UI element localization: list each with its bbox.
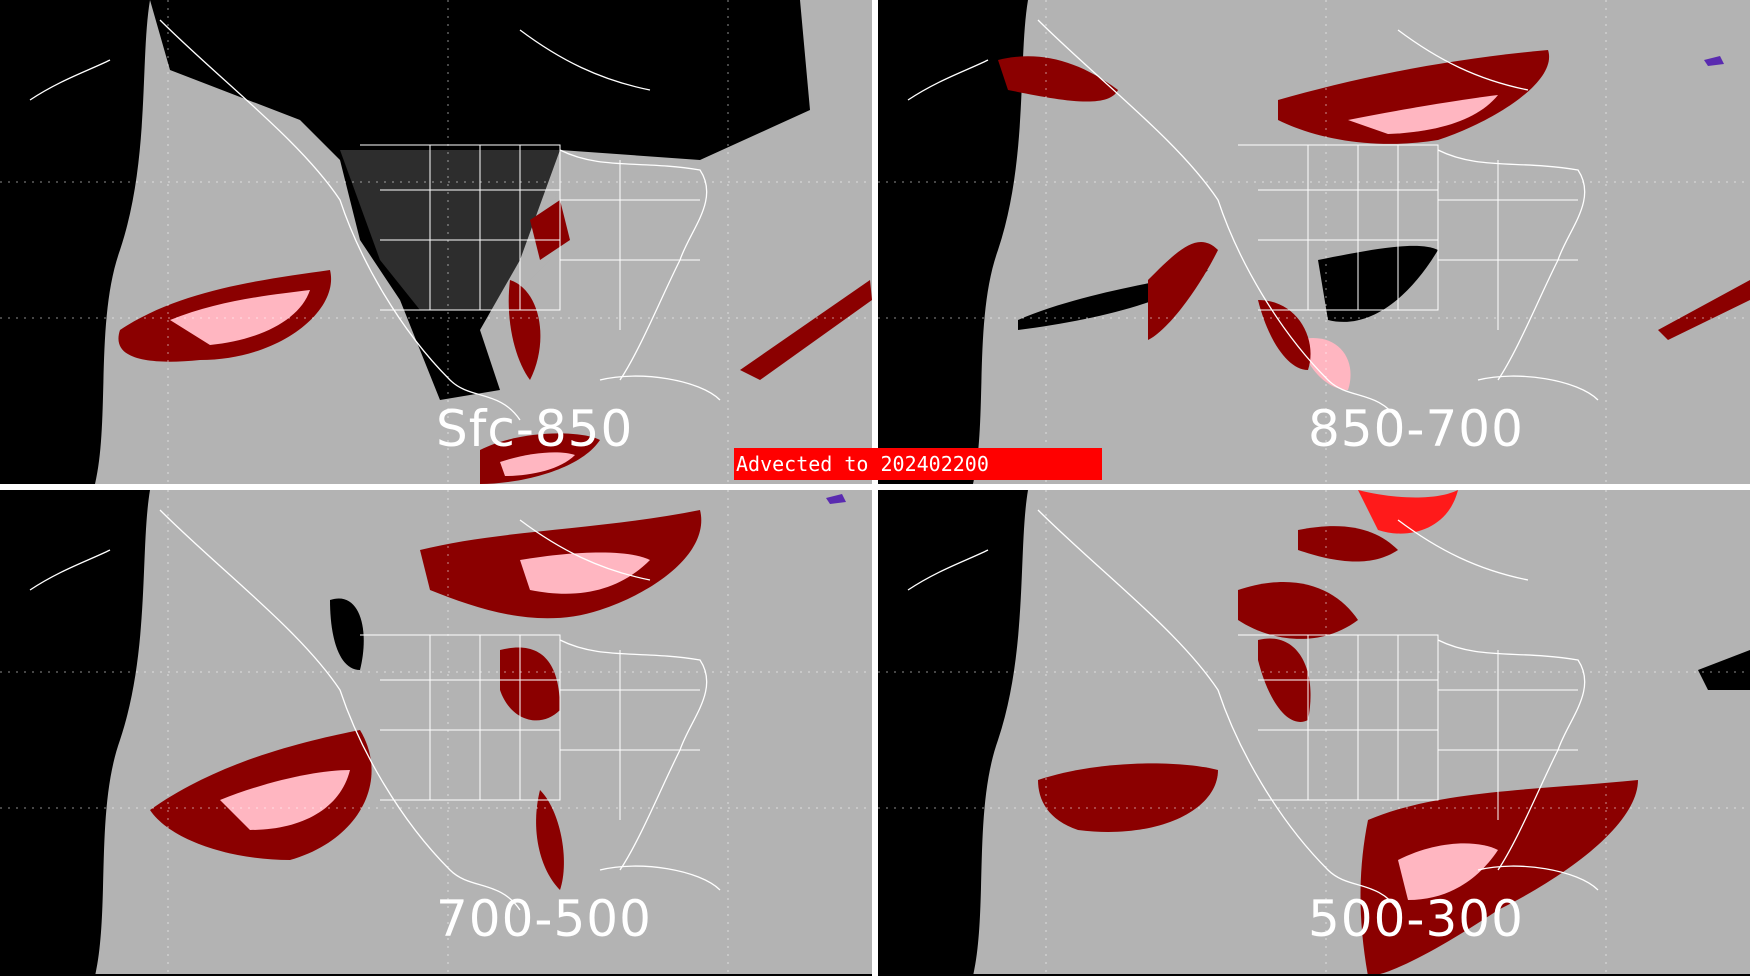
layer-label: 500-300	[1308, 890, 1524, 948]
layer-label: 850-700	[1308, 400, 1524, 458]
dark-patch-atlantic	[1698, 650, 1750, 690]
red-cloud-canada	[1238, 581, 1358, 639]
coastlines	[29, 509, 721, 911]
map-500-300	[878, 490, 1750, 974]
red-cloud-atlantic	[740, 280, 872, 380]
red-cloud-north	[1298, 526, 1398, 562]
map-700-500	[0, 490, 872, 974]
satellite-disk	[973, 0, 1750, 484]
panel-500-300: 500-300	[878, 490, 1750, 974]
state-borders	[360, 634, 700, 820]
advected-time: 202402200	[880, 452, 989, 476]
panel-sfc-850: Sfc-850	[0, 0, 872, 484]
map-sfc-850	[0, 0, 872, 484]
red-cloud-texas	[508, 280, 541, 380]
dark-cloud-west	[330, 598, 364, 670]
red-cloud-gulf	[1360, 780, 1638, 974]
purple-patch	[826, 494, 846, 504]
red-cloud-bc	[998, 56, 1118, 102]
layer-label: Sfc-850	[436, 400, 634, 458]
graticule	[0, 490, 872, 974]
red-cloud-atlantic	[1658, 280, 1750, 340]
red-cloud-westcoast	[1148, 241, 1218, 340]
state-borders	[360, 144, 700, 330]
pink-cloud-canada	[520, 552, 650, 594]
purple-patch	[1704, 56, 1724, 66]
panel-700-500: 700-500	[0, 490, 872, 974]
state-borders	[1238, 144, 1578, 330]
graticule	[878, 490, 1750, 974]
graticule	[878, 0, 1750, 484]
pink-cloud-gulf	[500, 452, 575, 476]
coastlines	[907, 509, 1599, 911]
pink-cloud-pacific	[220, 770, 350, 830]
red-cloud-canada	[1278, 50, 1550, 144]
panel-850-700: 850-700	[878, 0, 1750, 484]
red-cloud-plains	[500, 647, 560, 721]
red-cloud-pacific	[1038, 763, 1218, 832]
advected-label: Advected to	[736, 452, 869, 476]
layer-label: 700-500	[436, 890, 652, 948]
state-borders	[1238, 634, 1578, 820]
coastlines	[907, 19, 1599, 421]
coastlines	[29, 19, 721, 421]
map-850-700	[878, 0, 1750, 484]
pink-cloud-gulf	[1398, 843, 1498, 900]
graticule	[0, 0, 872, 484]
red-cloud-mexico	[536, 790, 564, 890]
horizontal-divider	[0, 484, 1750, 490]
pink-cloud-canada	[1348, 95, 1498, 134]
pink-cloud-mexico	[1298, 338, 1351, 390]
dark-band-plains	[1318, 245, 1438, 322]
red-cloud-hudson	[1358, 490, 1458, 534]
advected-banner: Advected to 202402200	[734, 448, 1102, 480]
